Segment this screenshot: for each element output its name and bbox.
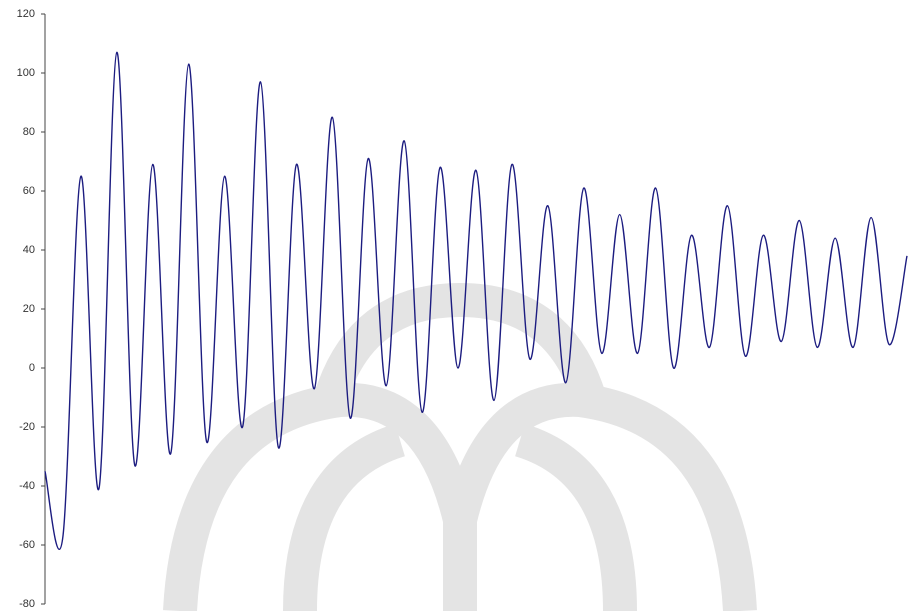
y-tick-label: -80 — [19, 598, 35, 610]
y-tick-label: 80 — [23, 126, 35, 138]
y-tick-label: 20 — [23, 303, 35, 315]
chart: -80 -60 -40 -20 0 20 40 60 80 100 120 — [0, 0, 909, 611]
y-tick-label: 40 — [23, 244, 35, 256]
y-tick-label: 100 — [17, 67, 35, 79]
y-tick-label: -60 — [19, 539, 35, 551]
y-tick-label: 60 — [23, 185, 35, 197]
y-tick-label: -20 — [19, 421, 35, 433]
y-tick-label: 120 — [17, 8, 35, 20]
y-tick-label: 0 — [29, 362, 35, 374]
watermark — [180, 300, 740, 611]
y-tick-label: -40 — [19, 480, 35, 492]
